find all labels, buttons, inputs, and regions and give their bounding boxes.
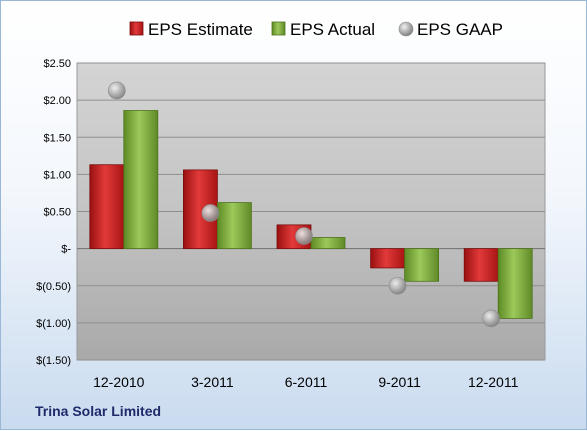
marker-eps-gaap bbox=[201, 204, 220, 222]
legend-label: EPS Estimate bbox=[148, 20, 253, 39]
bar-eps-actual bbox=[123, 110, 159, 250]
legend-label: EPS GAAP bbox=[417, 20, 503, 39]
x-axis-categories: 12-2010 3-2011 6-2011 9-2011 12-2011 bbox=[93, 374, 518, 390]
y-tick-label: $(1.00) bbox=[36, 318, 71, 330]
bar-eps-estimate bbox=[463, 248, 499, 282]
y-tick-label: $2.50 bbox=[43, 58, 71, 70]
y-tick-label: $0.50 bbox=[43, 207, 71, 219]
legend-swatch bbox=[398, 21, 414, 37]
gaap-markers bbox=[108, 81, 501, 328]
y-tick-label: $- bbox=[61, 244, 71, 256]
x-category-label: 6-2011 bbox=[285, 374, 328, 390]
legend-swatch bbox=[271, 21, 286, 36]
marker-eps-gaap bbox=[388, 276, 407, 295]
y-axis-ticks: $2.50 $2.00 $1.50 $1.00 $0.50 $- $(0.50) $(1.00… bbox=[36, 58, 71, 367]
y-tick-label: $1.00 bbox=[43, 169, 71, 181]
x-category-label: 12-2011 bbox=[468, 374, 519, 390]
bar-eps-estimate bbox=[89, 164, 125, 250]
bar-eps-actual bbox=[404, 248, 440, 282]
marker-eps-gaap bbox=[108, 81, 126, 100]
bar-eps-actual bbox=[310, 237, 346, 250]
legend-swatch bbox=[129, 21, 144, 36]
bar-eps-actual bbox=[216, 202, 252, 250]
legend-label: EPS Actual bbox=[290, 20, 375, 39]
y-tick-label: $1.50 bbox=[43, 132, 71, 144]
x-category-label: 3-2011 bbox=[191, 374, 234, 390]
bar-eps-actual bbox=[497, 248, 533, 319]
company-name: Trina Solar Limited bbox=[35, 403, 162, 419]
y-tick-label: $2.00 bbox=[43, 95, 71, 107]
marker-eps-gaap bbox=[295, 227, 313, 245]
marker-eps-gaap bbox=[482, 309, 501, 328]
x-category-label: 9-2011 bbox=[378, 374, 421, 390]
y-tick-label: $(1.50) bbox=[36, 355, 71, 367]
x-category-label: 12-2010 bbox=[93, 374, 145, 390]
legend: EPS Estimate EPS Actual EPS GAAP bbox=[129, 20, 503, 39]
y-tick-label: $(0.50) bbox=[36, 281, 71, 293]
bar-eps-estimate bbox=[370, 248, 406, 269]
